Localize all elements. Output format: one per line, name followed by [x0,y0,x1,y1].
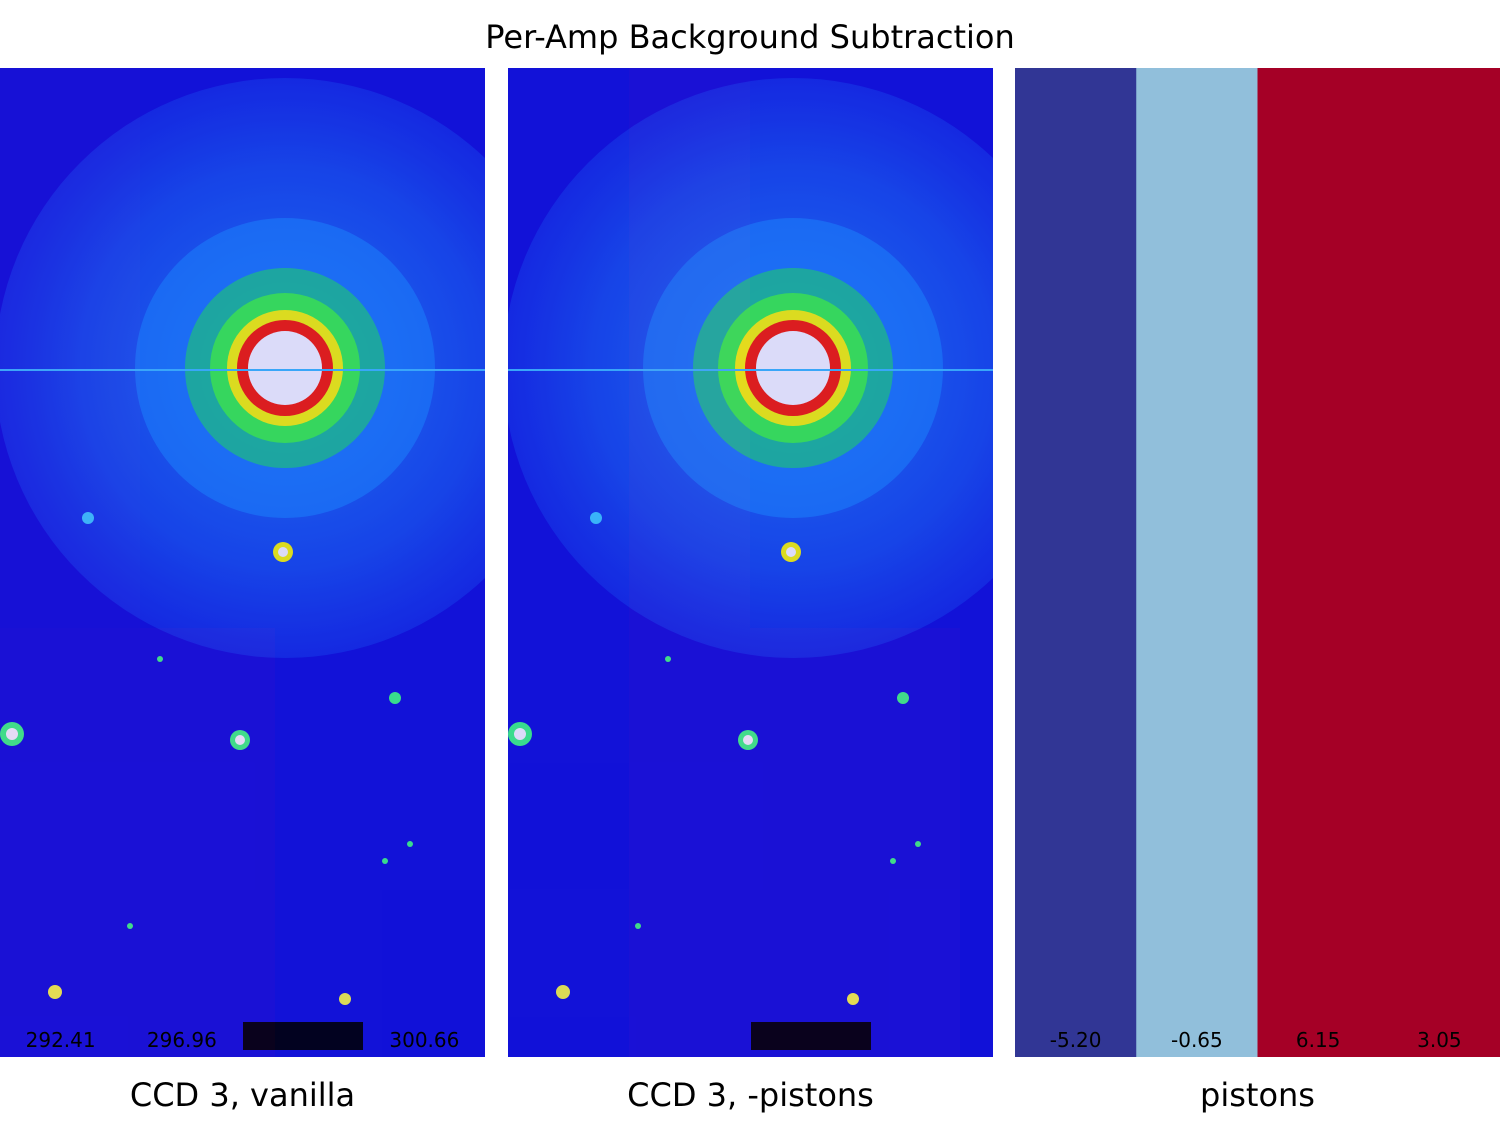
piston-cell [1257,68,1380,1057]
panel-label: CCD 3, -pistons [627,1076,874,1114]
piston-cell [1015,68,1137,1057]
amp-label: 300.66 [389,1028,459,1052]
amp-label: -0.65 [1171,1028,1223,1052]
amp-label: 292.41 [26,1028,96,1052]
ccd-image-subtracted [508,68,993,1057]
figure-title: Per-Amp Background Subtraction [485,18,1015,56]
ccd-image [0,68,485,1057]
amp-label: 296.96 [147,1028,217,1052]
panel-label: CCD 3, vanilla [130,1076,355,1114]
amp-label: 6.15 [1296,1028,1341,1052]
amp-label: -5.20 [1050,1028,1102,1052]
amp-label: 3.05 [1417,1028,1462,1052]
panel-label: pistons [1200,1076,1315,1114]
piston-cell [1136,68,1258,1057]
piston-cell [1378,68,1500,1057]
